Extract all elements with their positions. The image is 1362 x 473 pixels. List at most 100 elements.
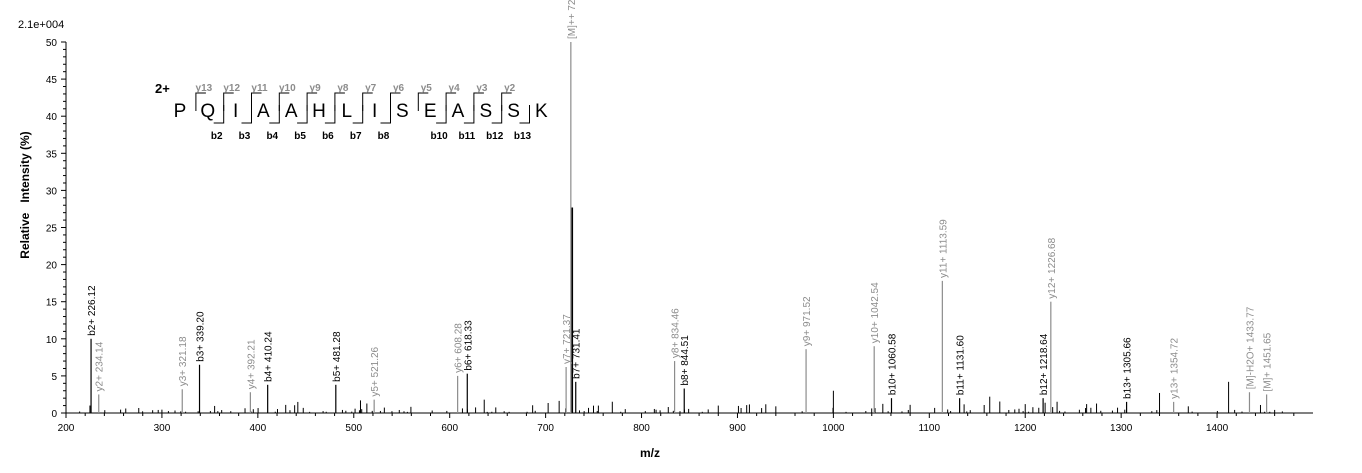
- peak-label: b6+ 618.33: [463, 320, 474, 371]
- y-tick-label: 40: [46, 112, 58, 123]
- x-tick-label: 1400: [1206, 423, 1229, 434]
- b-ion-bracket: [352, 105, 364, 124]
- x-tick-label: 1200: [1014, 423, 1037, 434]
- y-ion-bracket: [417, 92, 429, 111]
- b-ion-bracket: [297, 105, 308, 124]
- peak-label: y5+ 521.26: [370, 346, 381, 396]
- peak-label: b13+ 1305.66: [1123, 337, 1134, 399]
- x-tick-label: 900: [729, 423, 746, 434]
- sequence-residue: A: [285, 101, 298, 122]
- x-tick-label: 800: [633, 423, 650, 434]
- sequence-residue: S: [507, 101, 520, 122]
- sequence-residue: I: [372, 101, 377, 122]
- y-ion-label: y5: [421, 83, 433, 94]
- x-tick-label: 300: [154, 423, 171, 434]
- peak-label: y2+ 234.14: [95, 341, 106, 391]
- peak-label: b8+ 844.51: [680, 335, 691, 386]
- x-tick-label: 600: [441, 423, 458, 434]
- y-tick-label: 30: [46, 186, 58, 197]
- peak-label: [M]-H2O+ 1433.77: [1245, 306, 1256, 389]
- sequence-residue: I: [233, 101, 238, 122]
- y-tick-label: 10: [46, 335, 58, 346]
- y-ion-label: y4: [449, 83, 461, 94]
- x-axis-title: m/z: [640, 446, 660, 460]
- b-ion-label: b7: [350, 131, 362, 142]
- b-ion-bracket: [269, 105, 280, 124]
- sequence-residue: A: [257, 101, 270, 122]
- secondary-peaks: [359, 207, 1230, 413]
- y-ion-label: y2: [504, 83, 516, 94]
- b-ion-bracket: [519, 105, 530, 124]
- y-tick-label: 50: [46, 38, 58, 49]
- peak-label: y12+ 1226.68: [1047, 237, 1058, 298]
- intensity-scale-label: 2.1e+004: [18, 19, 64, 31]
- sequence-residue: H: [312, 101, 326, 122]
- peak-label: b12+ 1218.64: [1039, 333, 1050, 395]
- charge-state: 2+: [155, 81, 170, 96]
- peak-label: [M]+ 1451.65: [1263, 332, 1274, 391]
- b-ion-bracket: [463, 105, 475, 124]
- y-ion-label: y13: [196, 83, 213, 94]
- peak-label: y8+ 834.46: [671, 308, 682, 358]
- b-ion-bracket: [324, 105, 336, 124]
- b-ion-label: b13: [514, 131, 532, 142]
- b-ion-bracket: [491, 105, 503, 124]
- axes: 200 300 400 500 600 700 800 900 1000 1100 1200 1300…: [46, 38, 1313, 434]
- y-ion-label: y7: [365, 83, 377, 94]
- peak-label: b5+ 481.28: [332, 331, 343, 382]
- y-ion-label: y10: [279, 83, 296, 94]
- peak-label: y10+ 1042.54: [870, 282, 881, 343]
- sequence-residue: K: [535, 101, 548, 122]
- peak-label: y11+ 1113.59: [938, 219, 949, 278]
- b-ion-label: b6: [322, 131, 334, 142]
- y-tick-label: 0: [51, 409, 57, 420]
- y-ion-bracket: [195, 92, 206, 111]
- x-tick-label: 500: [345, 423, 362, 434]
- peak-label: y7+ 721.37: [562, 314, 573, 364]
- peak-label: b10+ 1060.58: [887, 333, 898, 395]
- peak-label: y6+ 608.28: [454, 323, 465, 373]
- y-ion-label: y8: [337, 83, 349, 94]
- sequence-residue: P: [174, 101, 187, 122]
- sequence-residue: S: [479, 101, 492, 122]
- b-ion-label: b3: [239, 131, 251, 142]
- y-tick-label: 5: [51, 372, 57, 383]
- y-tick-label: 20: [46, 261, 58, 272]
- peak-label: y4+ 392.21: [246, 339, 257, 389]
- sequence-residue: Q: [200, 101, 215, 122]
- annotated-peaks: b2+ 226.12 y2+ 234.14 y3+ 321.18 b3+ 339.20…: [87, 0, 1274, 413]
- b-ion-label: b11: [459, 131, 476, 142]
- peak-label: y3+ 321.18: [178, 336, 189, 386]
- noise-peaks: [79, 400, 1283, 413]
- b-ion-bracket: [213, 105, 225, 124]
- b-ion-bracket: [241, 105, 252, 124]
- y-ion-label: y12: [223, 83, 240, 94]
- b-ion-bracket: [436, 105, 447, 124]
- y-ion-label: y3: [476, 83, 488, 94]
- b-ion-label: b12: [486, 131, 504, 142]
- b-ion-label: b2: [211, 131, 223, 142]
- b-ion-label: b4: [266, 131, 278, 142]
- b-ion-bracket: [380, 105, 391, 124]
- y-ion-label: y6: [393, 83, 405, 94]
- peak-label: b3+ 339.20: [196, 311, 207, 362]
- x-tick-label: 1300: [1110, 423, 1133, 434]
- y-axis-title: Relative Intensity (%): [18, 131, 32, 258]
- b-ion-label: b5: [294, 131, 306, 142]
- peak-label: b4+ 410.24: [264, 331, 275, 382]
- peak-label: b7+ 731.41: [572, 328, 583, 379]
- y-tick-label: 25: [46, 224, 58, 235]
- x-tick-label: 1100: [919, 423, 941, 434]
- b-ion-label: b10: [430, 131, 448, 142]
- sequence-residue: E: [424, 101, 437, 122]
- x-tick-label: 200: [58, 423, 75, 434]
- sequence-residue: S: [396, 101, 409, 122]
- y-ion-label: y11: [251, 83, 268, 94]
- peak-label: y9+ 971.52: [802, 296, 813, 346]
- peak-label: [M]++ 726.3: [567, 0, 578, 39]
- y-tick-label: 35: [46, 149, 58, 160]
- y-tick-label: 45: [46, 75, 58, 86]
- peak-label: b2+ 226.12: [87, 285, 98, 336]
- peak-label: y13+ 1354.72: [1170, 338, 1181, 399]
